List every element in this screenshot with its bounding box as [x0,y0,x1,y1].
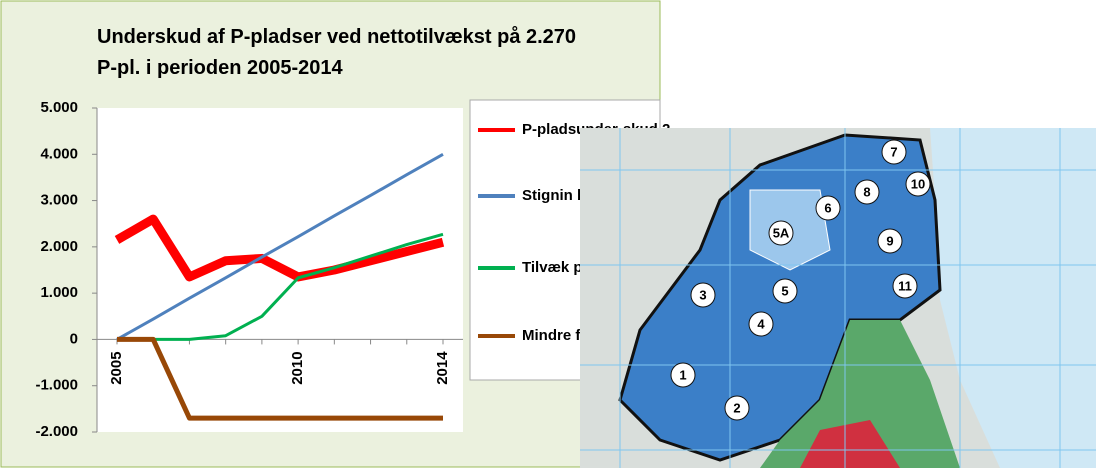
x-tick-label: 2014 [434,351,451,385]
line-series [117,232,444,341]
chart-title: Underskud af P-pladser ved nettotilvækst… [97,26,577,79]
line-series [114,214,445,282]
zone-label: 5 [781,283,788,298]
zone-label: 1 [679,367,686,382]
zone-marker [881,139,907,165]
zone-label: 11 [898,278,912,293]
map-red [800,420,900,468]
y-tick-label: -2.000 [35,423,78,440]
zone-marker [892,273,918,299]
y-tick-label: 2.000 [40,238,78,255]
y-tick-label: 5.000 [40,99,78,116]
map-green [760,320,960,468]
zone-label: 2 [733,400,740,415]
y-tick-label: 3.000 [40,192,78,209]
zone-marker [724,395,750,421]
line-series [116,152,444,341]
zone-label: 4 [757,316,765,331]
zone-marker [854,179,880,205]
zone-marker [690,282,716,308]
y-tick-label: 4.000 [40,145,78,162]
zone-label: 3 [699,287,706,302]
zone-marker [748,311,774,337]
y-tick-label: 1.000 [40,284,78,301]
x-tick-label: 2010 [289,351,306,384]
zone-marker [670,362,696,388]
zone-label: 6 [824,200,831,215]
map-water [930,128,1096,468]
zone-marker [905,171,931,197]
zone-label: 5A [773,225,790,240]
x-tick-label: 2005 [108,351,125,384]
zone-label: 8 [863,184,870,199]
zone-marker [772,278,798,304]
zone-marker [768,220,794,246]
zone-label: 10 [911,176,925,191]
y-tick-label: -1.000 [35,377,78,394]
zone-label: 9 [886,233,893,248]
zone-marker [877,228,903,254]
line-series [117,336,443,421]
zone-marker [815,195,841,221]
zone-label: 7 [890,144,897,159]
y-tick-label: 0 [70,330,78,347]
